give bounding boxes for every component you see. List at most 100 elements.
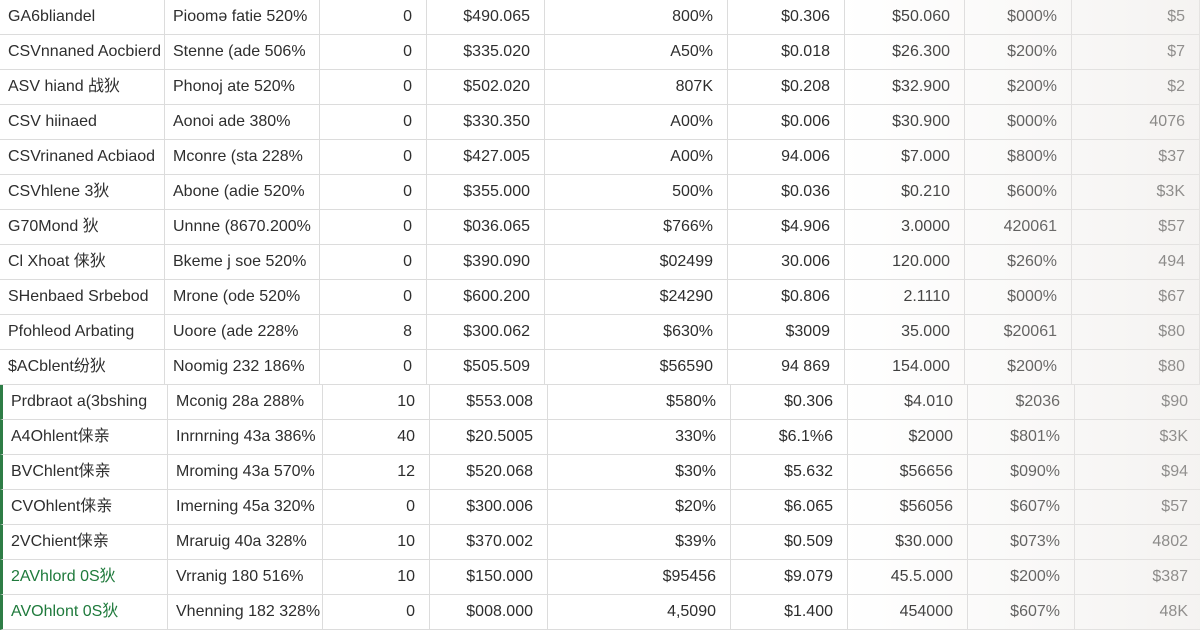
table-row[interactable]: Cl Xhoat 俫狄 Bkeme j soe 520% 0 $390.090 $024… xyxy=(0,245,1200,280)
table-cell[interactable]: 330% xyxy=(548,420,731,454)
table-cell[interactable]: $330.350 xyxy=(427,105,545,139)
table-cell[interactable]: 40 xyxy=(323,420,430,454)
table-cell[interactable]: $26.300 xyxy=(845,35,965,69)
table-row[interactable]: 2AVhlord 0S狄 Vrranig 180 516% 10 $150.000 $9… xyxy=(0,560,1200,595)
table-cell[interactable]: 45.5.000 xyxy=(848,560,968,594)
table-cell[interactable]: $370.002 xyxy=(430,525,548,559)
table-cell[interactable]: Abone (adie 520% xyxy=(165,175,320,209)
table-cell[interactable]: Cl Xhoat 俫狄 xyxy=(0,245,165,279)
table-cell[interactable]: $4.906 xyxy=(728,210,845,244)
table-cell[interactable]: $600.200 xyxy=(427,280,545,314)
table-cell[interactable]: Pioomə fatie 520% xyxy=(165,0,320,34)
table-cell[interactable]: $0.036 xyxy=(728,175,845,209)
table-cell[interactable]: $150.000 xyxy=(430,560,548,594)
table-cell[interactable]: CSVrinaned Acbiaod xyxy=(0,140,165,174)
table-cell[interactable]: 4802 xyxy=(1075,525,1200,559)
table-row[interactable]: GA6bliandel Pioomə fatie 520% 0 $490.065 800… xyxy=(0,0,1200,35)
table-cell[interactable]: $57 xyxy=(1072,210,1200,244)
table-cell[interactable]: Stenne (ade 506% xyxy=(165,35,320,69)
table-row[interactable]: A4Ohlent俫亲 Inrnrning 43a 386% 40 $20.5005 33… xyxy=(0,420,1200,455)
table-cell[interactable]: $520.068 xyxy=(430,455,548,489)
table-cell[interactable]: $7 xyxy=(1072,35,1200,69)
table-cell[interactable]: 800% xyxy=(545,0,728,34)
table-cell[interactable]: $0.306 xyxy=(731,385,848,419)
table-cell[interactable]: $200% xyxy=(968,560,1075,594)
table-cell[interactable]: $30.000 xyxy=(848,525,968,559)
table-cell[interactable]: $3009 xyxy=(728,315,845,349)
table-cell[interactable]: $56056 xyxy=(848,490,968,524)
table-cell[interactable]: 4,5090 xyxy=(548,595,731,629)
table-cell[interactable]: 0 xyxy=(320,175,427,209)
table-cell[interactable]: $0.018 xyxy=(728,35,845,69)
table-cell[interactable]: $56656 xyxy=(848,455,968,489)
table-cell[interactable]: $30% xyxy=(548,455,731,489)
table-cell[interactable]: 2.1110 xyxy=(845,280,965,314)
table-cell[interactable]: CSVhlene 3狄 xyxy=(0,175,165,209)
table-cell[interactable]: BVChlent俫亲 xyxy=(3,455,168,489)
table-cell[interactable]: GA6bliandel xyxy=(0,0,165,34)
table-cell[interactable]: Vhenning 182 328% xyxy=(168,595,323,629)
table-cell[interactable]: $335.020 xyxy=(427,35,545,69)
table-cell[interactable]: 48K xyxy=(1075,595,1200,629)
table-row[interactable]: CVOhlent俫亲 Imerning 45a 320% 0 $300.006 $20%… xyxy=(0,490,1200,525)
table-cell[interactable]: 494 xyxy=(1072,245,1200,279)
table-cell[interactable]: $20061 xyxy=(965,315,1072,349)
table-cell[interactable]: 120.000 xyxy=(845,245,965,279)
table-cell[interactable]: $580% xyxy=(548,385,731,419)
table-cell[interactable]: 454000 xyxy=(848,595,968,629)
table-cell[interactable]: 420061 xyxy=(965,210,1072,244)
table-cell[interactable]: $94 xyxy=(1075,455,1200,489)
table-cell[interactable]: $0.210 xyxy=(845,175,965,209)
table-cell[interactable]: 2AVhlord 0S狄 xyxy=(3,560,168,594)
table-cell[interactable]: Mrone (ode 520% xyxy=(165,280,320,314)
table-cell[interactable]: $02499 xyxy=(545,245,728,279)
table-cell[interactable]: A4Ohlent俫亲 xyxy=(3,420,168,454)
table-row[interactable]: Prdbraot a(3bshing Mconig 28a 288% 10 $553.… xyxy=(0,385,1200,420)
table-cell[interactable]: 94 869 xyxy=(728,350,845,384)
table-cell[interactable]: 12 xyxy=(323,455,430,489)
table-cell[interactable]: $800% xyxy=(965,140,1072,174)
table-cell[interactable]: $6.065 xyxy=(731,490,848,524)
table-cell[interactable]: $0.006 xyxy=(728,105,845,139)
table-cell[interactable]: A00% xyxy=(545,140,728,174)
table-row[interactable]: AVOhlont 0S狄 Vhenning 182 328% 0 $008.000 4,… xyxy=(0,595,1200,630)
table-cell[interactable]: $036.065 xyxy=(427,210,545,244)
table-cell[interactable]: $2 xyxy=(1072,70,1200,104)
table-cell[interactable]: $390.090 xyxy=(427,245,545,279)
table-cell[interactable]: 10 xyxy=(323,560,430,594)
table-cell[interactable]: 0 xyxy=(320,105,427,139)
table-cell[interactable]: Pfohleod Arbating xyxy=(0,315,165,349)
table-cell[interactable]: $9.079 xyxy=(731,560,848,594)
table-cell[interactable]: $57 xyxy=(1075,490,1200,524)
table-cell[interactable]: $553.008 xyxy=(430,385,548,419)
table-cell[interactable]: $490.065 xyxy=(427,0,545,34)
table-cell[interactable]: $300.006 xyxy=(430,490,548,524)
table-cell[interactable]: $766% xyxy=(545,210,728,244)
table-cell[interactable]: $80 xyxy=(1072,350,1200,384)
table-cell[interactable]: 0 xyxy=(320,280,427,314)
table-cell[interactable]: $6.1%6 xyxy=(731,420,848,454)
table-cell[interactable]: Aonoi ade 380% xyxy=(165,105,320,139)
table-cell[interactable]: $20% xyxy=(548,490,731,524)
table-cell[interactable]: 30.006 xyxy=(728,245,845,279)
table-cell[interactable]: $073% xyxy=(968,525,1075,559)
table-cell[interactable]: $0.306 xyxy=(728,0,845,34)
table-cell[interactable]: ASV hiand 战狄 xyxy=(0,70,165,104)
table-row[interactable]: ASV hiand 战狄 Phonoj ate 520% 0 $502.020 807K… xyxy=(0,70,1200,105)
table-cell[interactable]: Bkeme j soe 520% xyxy=(165,245,320,279)
table-cell[interactable]: 0 xyxy=(323,490,430,524)
table-cell[interactable]: AVOhlont 0S狄 xyxy=(3,595,168,629)
table-cell[interactable]: $300.062 xyxy=(427,315,545,349)
table-cell[interactable]: $008.000 xyxy=(430,595,548,629)
table-row[interactable]: $ACblent纷狄 Noomig 232 186% 0 $505.509 $56590… xyxy=(0,350,1200,385)
table-cell[interactable]: $090% xyxy=(968,455,1075,489)
table-cell[interactable]: $000% xyxy=(965,280,1072,314)
table-cell[interactable]: $56590 xyxy=(545,350,728,384)
table-cell[interactable]: 0 xyxy=(320,245,427,279)
table-cell[interactable]: 10 xyxy=(323,525,430,559)
table-cell[interactable]: $200% xyxy=(965,70,1072,104)
table-cell[interactable]: 500% xyxy=(545,175,728,209)
table-cell[interactable]: A00% xyxy=(545,105,728,139)
table-cell[interactable]: Uoore (ade 228% xyxy=(165,315,320,349)
table-cell[interactable]: 0 xyxy=(320,350,427,384)
